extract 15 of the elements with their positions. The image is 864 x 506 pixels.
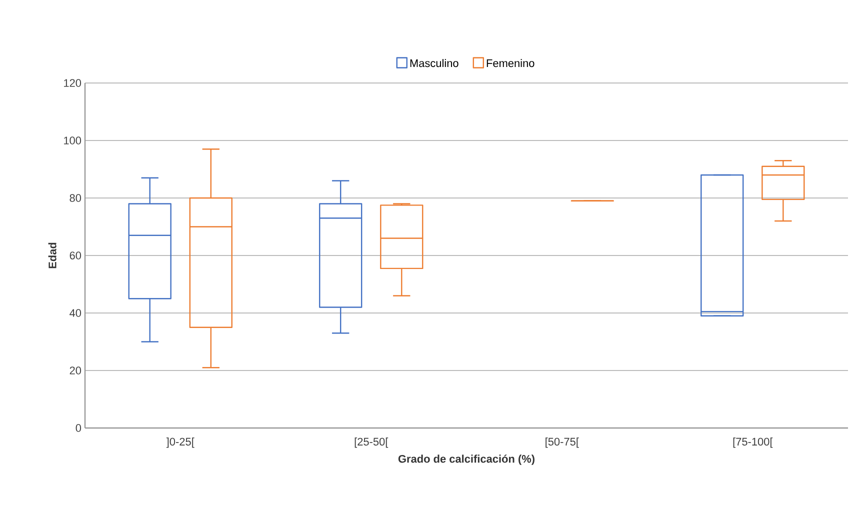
y-tick-label: 80: [70, 194, 82, 202]
x-tick-label: [25-50[: [354, 438, 388, 448]
y-tick-label: 0: [76, 424, 82, 432]
y-tick-label: 60: [70, 252, 82, 260]
x-tick-label: ]0-25[: [166, 438, 194, 448]
x-tick-label: [75-100[: [733, 438, 773, 448]
y-tick-label: 40: [70, 309, 82, 317]
y-tick-label: 120: [64, 79, 82, 87]
y-axis-title: Edad: [48, 242, 56, 268]
legend-label: Femenino: [486, 59, 534, 68]
x-tick-label: [50-75[: [546, 438, 579, 448]
y-tick-label: 100: [64, 136, 82, 144]
x-axis-title: Grado de calcificación (%): [398, 454, 534, 465]
y-tick-label: 20: [70, 366, 82, 374]
legend-label: Masculino: [410, 59, 458, 68]
